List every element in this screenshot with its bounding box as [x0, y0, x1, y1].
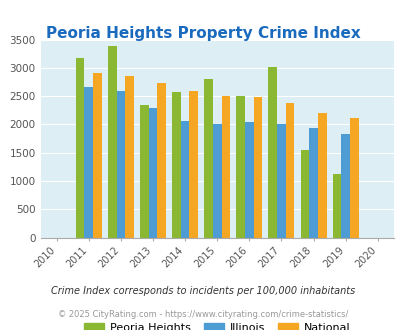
Bar — [148, 108, 157, 238]
Bar — [108, 46, 116, 238]
Bar — [157, 83, 166, 238]
Bar — [116, 90, 125, 238]
Bar — [332, 174, 341, 238]
Legend: Peoria Heights, Illinois, National: Peoria Heights, Illinois, National — [79, 318, 354, 330]
Bar — [244, 122, 253, 238]
Bar — [76, 58, 84, 238]
Bar — [317, 113, 326, 238]
Text: Peoria Heights Property Crime Index: Peoria Heights Property Crime Index — [45, 26, 360, 41]
Bar — [93, 73, 102, 238]
Bar — [236, 96, 244, 238]
Bar — [189, 90, 198, 238]
Bar — [221, 96, 230, 238]
Bar — [204, 79, 212, 238]
Bar — [268, 67, 277, 238]
Text: © 2025 CityRating.com - https://www.cityrating.com/crime-statistics/: © 2025 CityRating.com - https://www.city… — [58, 310, 347, 319]
Bar — [84, 86, 93, 238]
Text: Crime Index corresponds to incidents per 100,000 inhabitants: Crime Index corresponds to incidents per… — [51, 286, 354, 296]
Bar — [341, 134, 349, 238]
Bar — [349, 118, 358, 238]
Bar — [212, 124, 221, 238]
Bar — [180, 121, 189, 238]
Bar — [285, 103, 294, 238]
Bar — [125, 76, 134, 238]
Bar — [253, 97, 262, 238]
Bar — [309, 128, 317, 238]
Bar — [140, 105, 148, 238]
Bar — [277, 124, 285, 238]
Bar — [172, 92, 180, 238]
Bar — [300, 149, 309, 238]
